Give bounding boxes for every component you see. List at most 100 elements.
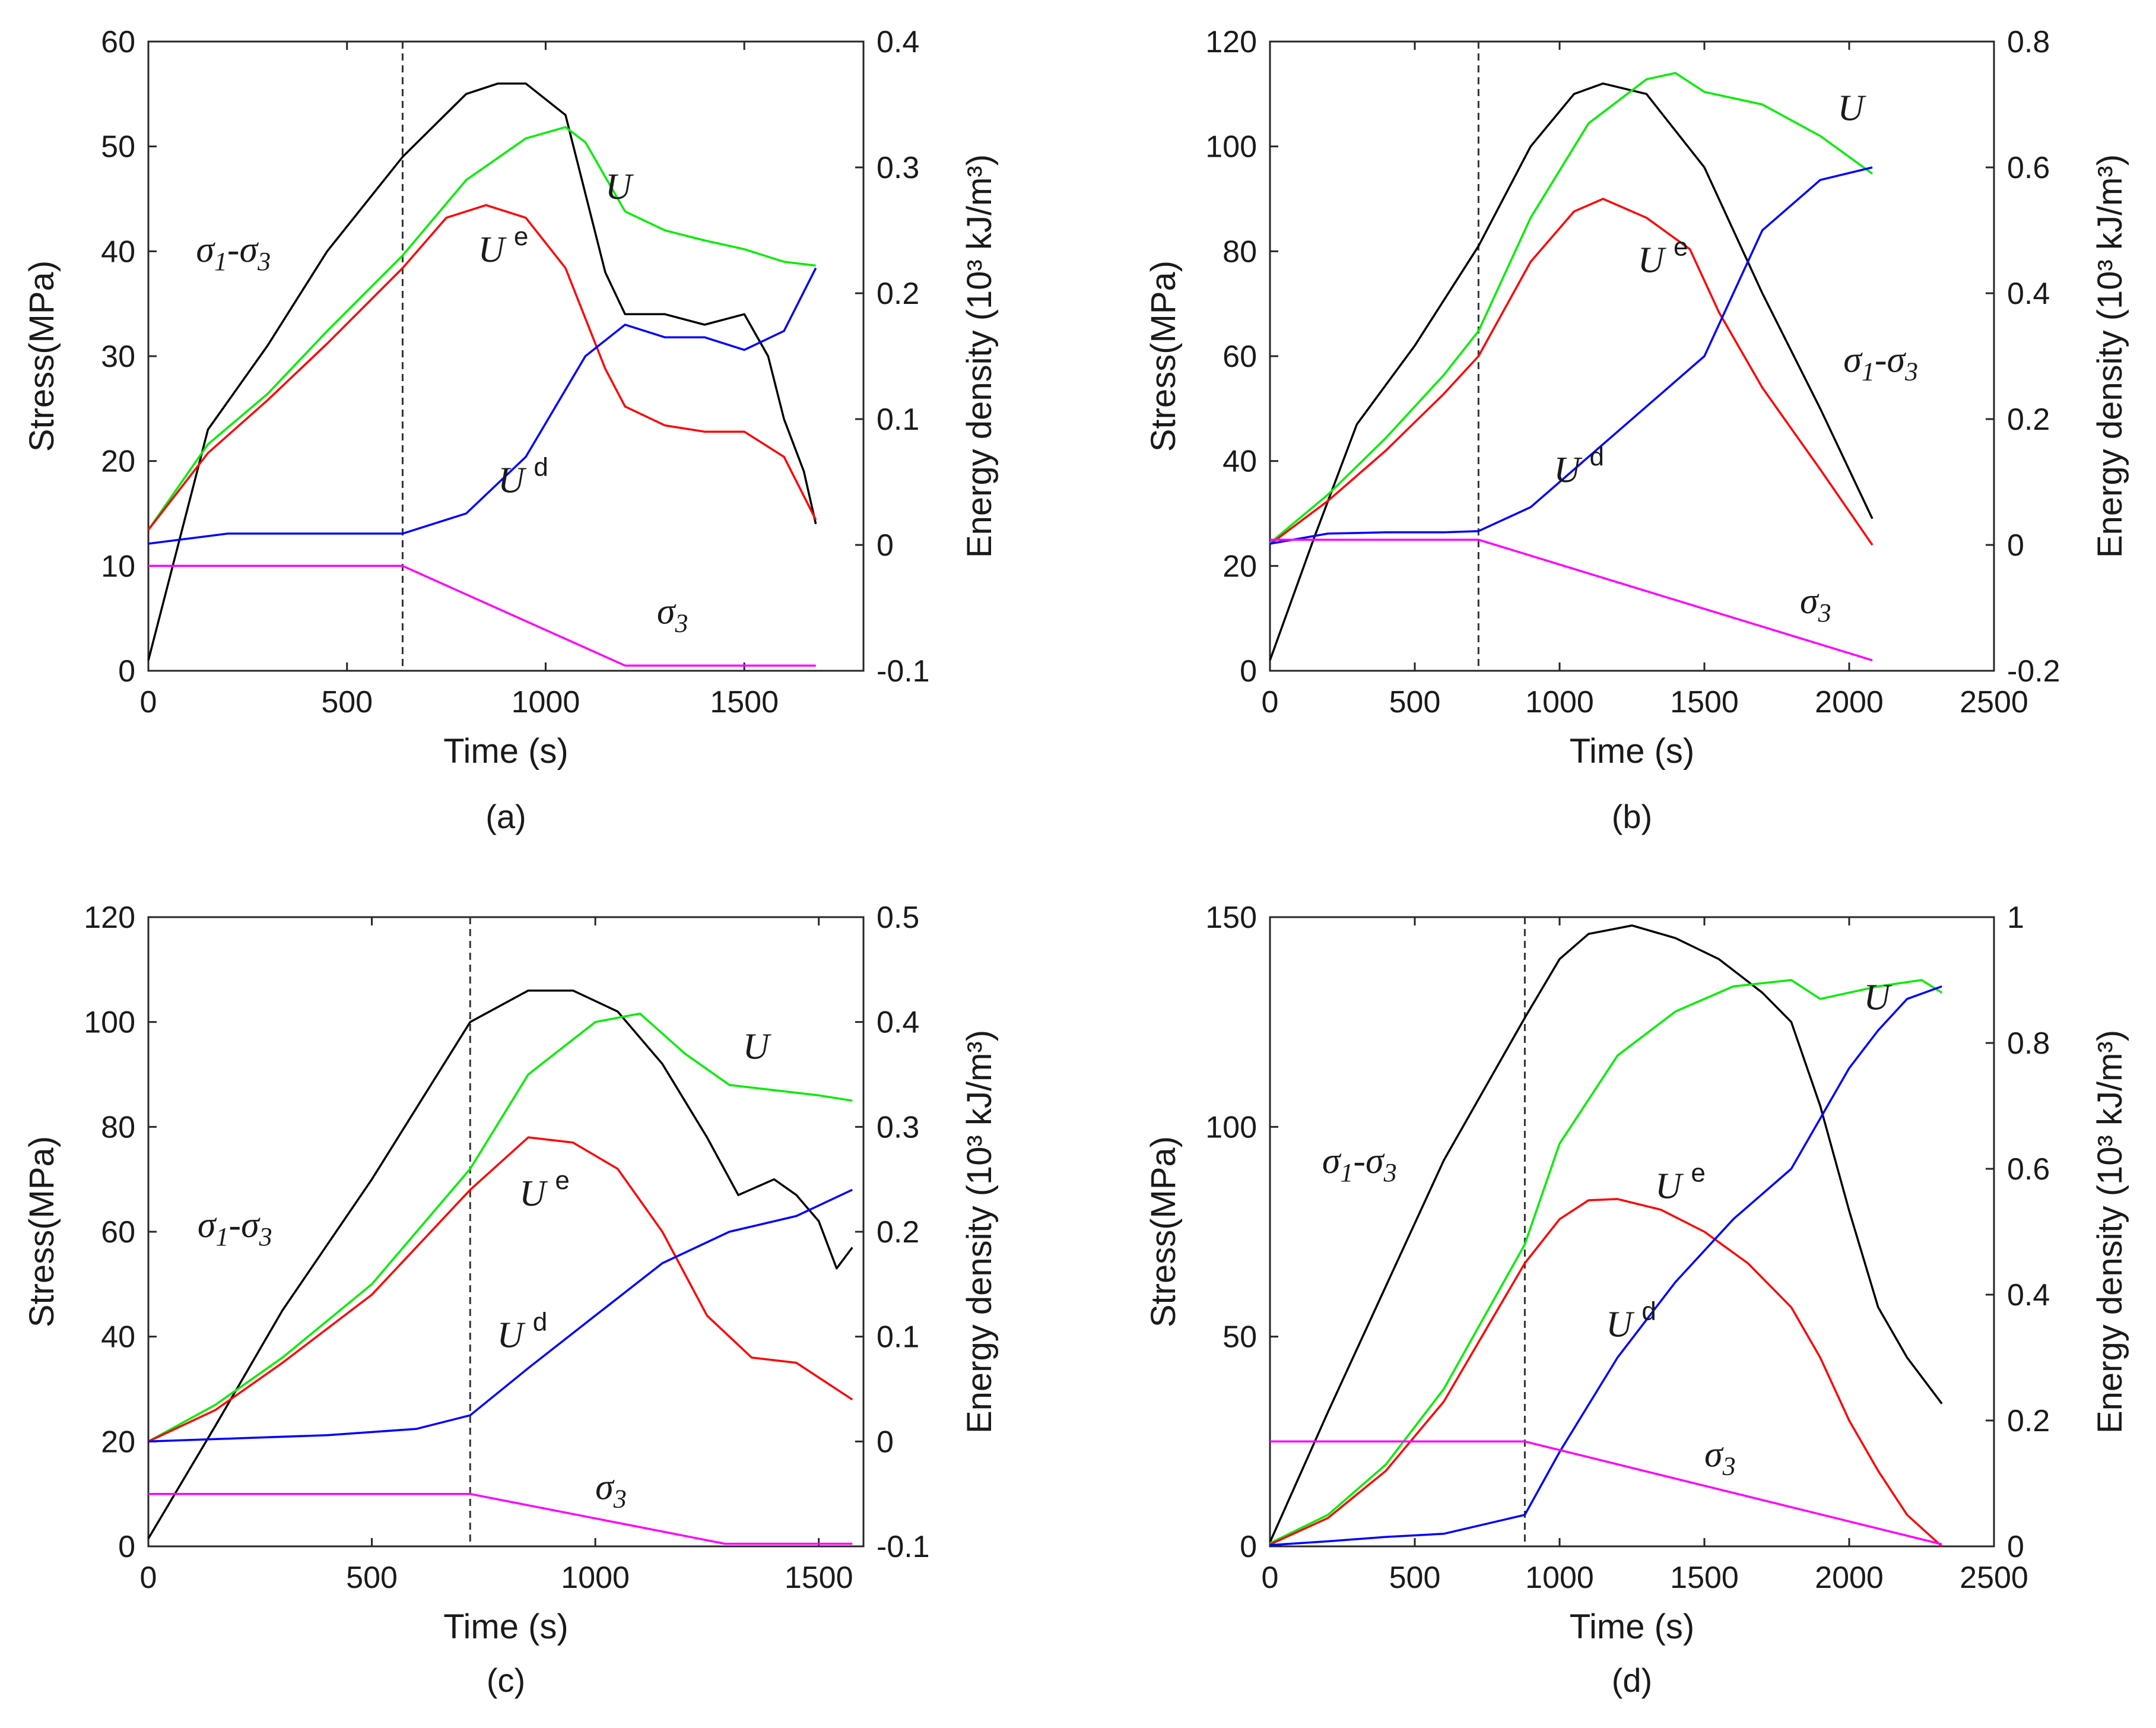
y-left-tick-label: 100 bbox=[1205, 1110, 1257, 1144]
series-line-Ud bbox=[148, 1188, 853, 1443]
annotation-sigma3: σ3 bbox=[657, 592, 688, 638]
y-right-tick-label: 0.1 bbox=[877, 402, 919, 437]
y-right-tick-label: 0.5 bbox=[877, 901, 919, 935]
y-left-tick-label: 80 bbox=[1223, 234, 1257, 269]
axes-box bbox=[147, 40, 865, 672]
y-right-tick-label: 0.6 bbox=[2007, 1152, 2050, 1187]
y-left-axis-title: Stress(MPa) bbox=[1144, 261, 1183, 452]
x-axis-title: Time (s) bbox=[1570, 732, 1694, 771]
y-right-tick-label: 0.2 bbox=[2007, 1404, 2050, 1438]
x-tick-label: 500 bbox=[1389, 685, 1441, 719]
annotation-U: U bbox=[605, 167, 634, 207]
annotation-Ud: U d bbox=[1606, 1297, 1656, 1345]
annotation-Ud: U d bbox=[497, 1307, 547, 1355]
y-right-tick-label: 0.1 bbox=[877, 1320, 919, 1355]
annotation-Ue: U e bbox=[1655, 1158, 1706, 1206]
x-tick-label: 2500 bbox=[1960, 1561, 2028, 1595]
annotation-sigma1-sigma3: σ1-σ3 bbox=[1843, 340, 1918, 386]
panel-b: 0 500 1000 1500 2000 2500 0 20 40 60 80 100 120 -0.2 0… bbox=[1144, 25, 2129, 835]
y-right-tick-label: 0.2 bbox=[2007, 402, 2050, 437]
y-right-tick-label: 0 bbox=[877, 1425, 894, 1459]
y-right-tick-label: -0.2 bbox=[2007, 654, 2060, 689]
y-right-axis-title: Energy density (10³ kJ/m³) bbox=[960, 1030, 999, 1434]
y-left-tick-label: 40 bbox=[1223, 445, 1257, 479]
y-left-tick-label: 20 bbox=[1223, 549, 1257, 584]
y-left-axis-title: Stress(MPa) bbox=[23, 261, 61, 452]
annotation-Ud: U d bbox=[498, 453, 548, 501]
series-line-sigma3 bbox=[148, 1492, 853, 1545]
panel-label: (a) bbox=[485, 798, 526, 835]
x-tick-label: 0 bbox=[140, 1561, 157, 1595]
panel-a: 0 500 1000 1500 0 10 20 30 40 50 60 -0.1 0 0.1 0.2 0.3 0… bbox=[23, 25, 999, 835]
y-right-tick-label: 0.4 bbox=[877, 25, 919, 59]
series-line-Ud bbox=[1269, 166, 1873, 545]
series-line-sigma3 bbox=[148, 565, 816, 667]
y-right-tick-label: 0.8 bbox=[2007, 1026, 2050, 1061]
series-line-Ue bbox=[147, 204, 817, 531]
y-left-tick-label: 40 bbox=[101, 1320, 135, 1355]
panel-c: 0 500 1000 1500 0 20 40 60 80 100 120 -0.1 0 0.1 0.2 0.… bbox=[23, 901, 999, 1699]
annotation-sigma1-sigma3: σ1-σ3 bbox=[1322, 1141, 1397, 1187]
series-line-U bbox=[148, 1012, 853, 1442]
annotation-U: U bbox=[743, 1027, 772, 1067]
annotation-U: U bbox=[1837, 88, 1866, 129]
y-right-axis-title: Energy density (10³ kJ/m³) bbox=[2091, 1030, 2129, 1434]
x-tick-label: 0 bbox=[1262, 1561, 1279, 1595]
series-line-sigma3 bbox=[1270, 538, 1873, 661]
panel-label: (c) bbox=[487, 1662, 525, 1699]
y-left-tick-label: 10 bbox=[101, 549, 135, 584]
annotation-sigma3: σ3 bbox=[1704, 1435, 1736, 1481]
x-tick-label: 500 bbox=[321, 685, 373, 719]
x-tick-label: 1500 bbox=[1670, 685, 1739, 719]
panel-label: (d) bbox=[1612, 1662, 1652, 1699]
annotation-sigma1-sigma3: σ1-σ3 bbox=[196, 230, 271, 276]
series-line-stress bbox=[1269, 82, 1874, 661]
y-right-axis-title: Energy density (10³ kJ/m³) bbox=[960, 154, 999, 558]
x-tick-label: 1000 bbox=[512, 685, 580, 719]
y-left-tick-label: 150 bbox=[1205, 901, 1257, 935]
y-left-axis-title: Stress(MPa) bbox=[23, 1136, 61, 1327]
annotation-Ue: U e bbox=[519, 1166, 570, 1214]
x-tick-label: 2500 bbox=[1960, 685, 2028, 719]
y-right-tick-label: 0.3 bbox=[877, 151, 919, 185]
x-tick-label: 500 bbox=[1389, 1561, 1441, 1595]
y-left-tick-label: 0 bbox=[118, 654, 135, 689]
annotation-sigma1-sigma3: σ1-σ3 bbox=[198, 1205, 272, 1251]
y-right-tick-label: 0.2 bbox=[877, 1215, 919, 1250]
y-left-tick-label: 100 bbox=[1205, 130, 1257, 164]
series-line-Ud bbox=[1269, 985, 1942, 1546]
annotation-Ue: U e bbox=[478, 222, 529, 270]
series-line-Ue bbox=[148, 1136, 853, 1442]
y-left-tick-label: 20 bbox=[101, 445, 135, 479]
y-left-axis-title: Stress(MPa) bbox=[1144, 1136, 1183, 1327]
y-left-tick-label: 120 bbox=[1205, 25, 1257, 59]
y-right-tick-label: 0 bbox=[2007, 528, 2024, 563]
x-tick-label: 2000 bbox=[1815, 1561, 1884, 1595]
series-line-stress bbox=[1269, 924, 1943, 1543]
series-line-U bbox=[1269, 979, 1943, 1545]
y-left-tick-label: 60 bbox=[101, 1215, 135, 1250]
annotation-sigma3: σ3 bbox=[1800, 581, 1831, 627]
y-left-tick-label: 50 bbox=[101, 130, 135, 164]
x-axis-title: Time (s) bbox=[1570, 1607, 1694, 1646]
x-tick-label: 1000 bbox=[1525, 685, 1594, 719]
y-right-tick-label: 0.4 bbox=[877, 1006, 919, 1040]
series-line-sigma3 bbox=[1270, 1440, 1942, 1546]
series-line-Ue bbox=[1269, 198, 1874, 546]
y-right-tick-label: 0.2 bbox=[877, 277, 919, 311]
y-right-tick-label: 0.4 bbox=[2007, 277, 2050, 311]
series-line-Ud bbox=[148, 267, 817, 545]
x-axis-title: Time (s) bbox=[443, 732, 568, 771]
y-right-tick-label: -0.1 bbox=[877, 1530, 930, 1564]
y-right-tick-label: 0.3 bbox=[877, 1110, 919, 1144]
x-tick-label: 1500 bbox=[785, 1561, 853, 1595]
x-tick-label: 500 bbox=[346, 1561, 398, 1595]
y-left-tick-label: 0 bbox=[1240, 1530, 1257, 1564]
y-right-tick-label: 0 bbox=[2007, 1530, 2024, 1564]
x-tick-label: 2000 bbox=[1815, 685, 1884, 719]
annotation-U: U bbox=[1863, 977, 1893, 1017]
y-left-tick-label: 0 bbox=[1240, 654, 1257, 689]
panel-label: (b) bbox=[1612, 798, 1652, 835]
x-tick-label: 0 bbox=[140, 685, 157, 719]
